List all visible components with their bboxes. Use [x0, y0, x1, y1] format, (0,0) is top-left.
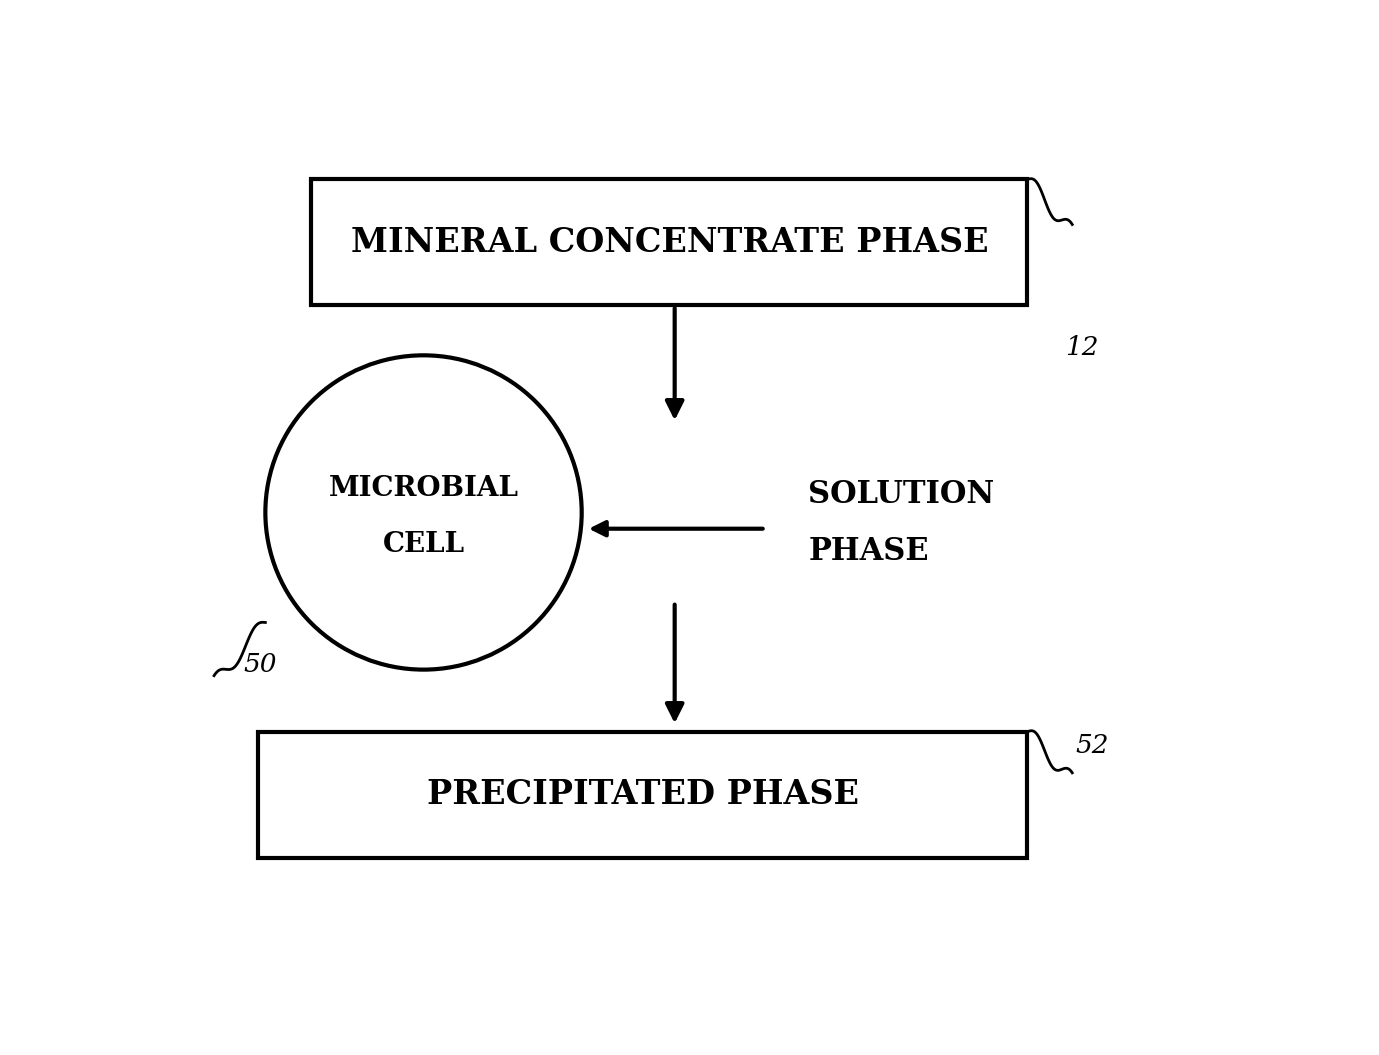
Text: 50: 50	[243, 652, 277, 677]
Text: MICROBIAL: MICROBIAL	[328, 475, 519, 501]
Text: 52: 52	[1076, 733, 1109, 759]
Text: 12: 12	[1065, 335, 1098, 360]
Text: CELL: CELL	[382, 532, 465, 558]
Text: SOLUTION: SOLUTION	[808, 479, 994, 511]
Text: PRECIPITATED PHASE: PRECIPITATED PHASE	[426, 779, 859, 811]
Text: PHASE: PHASE	[808, 536, 929, 567]
FancyBboxPatch shape	[258, 732, 1027, 858]
Ellipse shape	[265, 356, 582, 670]
FancyBboxPatch shape	[312, 179, 1027, 305]
Text: MINERAL CONCENTRATE PHASE: MINERAL CONCENTRATE PHASE	[350, 226, 989, 258]
